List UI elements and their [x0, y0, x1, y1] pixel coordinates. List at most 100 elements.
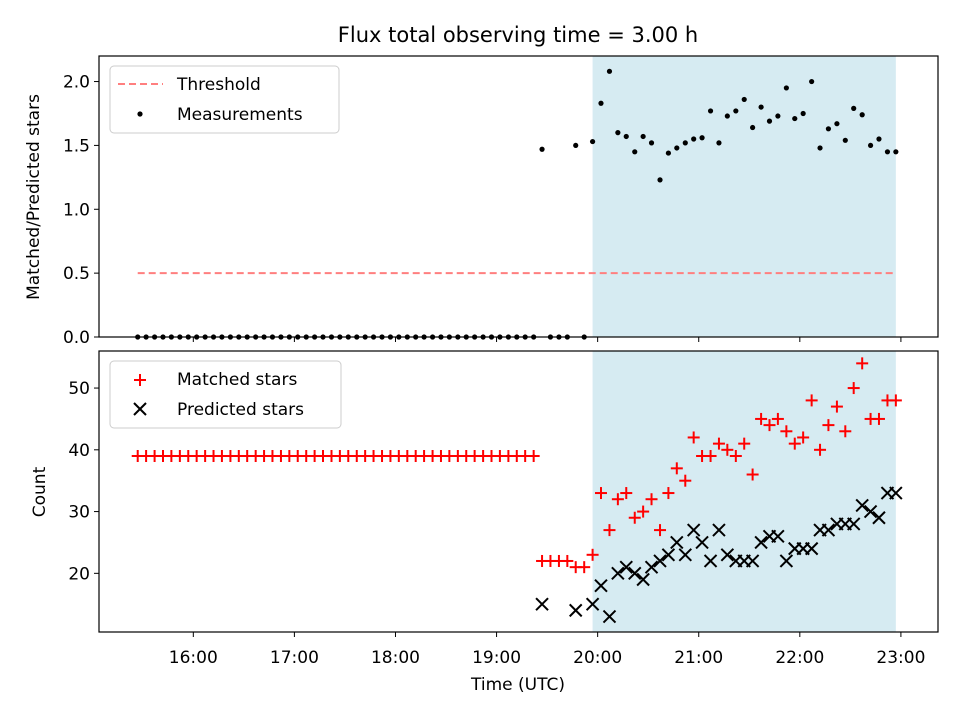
- measurement-point: [657, 177, 663, 183]
- matched-star-point: [780, 425, 793, 438]
- measurement-point: [665, 150, 672, 156]
- measurement-point: [539, 146, 545, 152]
- matched-star-point: [594, 487, 607, 500]
- matched-star-point: [679, 474, 692, 487]
- matched-star-point: [830, 400, 843, 413]
- predicted-star-point: [644, 560, 659, 574]
- matched-star-point: [797, 431, 810, 444]
- matched-star-point: [763, 419, 776, 432]
- predicted-star-point: [611, 566, 625, 581]
- matched-star-point: [561, 554, 574, 567]
- matched-star-point: [704, 449, 717, 462]
- measurement-point: [733, 108, 739, 114]
- top-y-axis-label: Matched/Predicted stars: [24, 94, 44, 300]
- measurement-point: [648, 140, 655, 146]
- x-tick-label: 23:00: [876, 648, 925, 668]
- measurement-point: [573, 142, 579, 149]
- top-ytick-label: 0.0: [63, 328, 90, 348]
- bottom-legend: Matched stars Predicted stars: [109, 360, 342, 429]
- measurement-point: [783, 85, 789, 91]
- predicted-star-point: [670, 535, 684, 550]
- predicted-star-point: [804, 541, 819, 556]
- top-ytick-label: 1.0: [63, 200, 90, 220]
- predicted-star-point: [678, 548, 692, 562]
- predicted-star-point: [535, 597, 549, 611]
- predicted-star-point: [585, 597, 600, 611]
- measurement-point: [615, 130, 621, 136]
- measurement-point: [716, 140, 722, 146]
- measurement-point: [758, 104, 764, 110]
- measurement-point: [632, 149, 638, 155]
- predicted-star-point: [703, 554, 718, 568]
- chart-title: Flux total observing time = 3.00 h: [338, 23, 698, 47]
- measurement-point: [674, 145, 680, 151]
- measurement-point: [842, 137, 848, 143]
- matched-star-point: [814, 443, 827, 456]
- measurement-point: [825, 126, 832, 132]
- measurement-point: [707, 108, 714, 114]
- matched-star-point: [805, 394, 818, 407]
- matched-star-point: [637, 505, 650, 518]
- predicted-star-point: [863, 504, 878, 519]
- x-tick-label: 21:00: [674, 648, 723, 668]
- matched-star-point: [755, 412, 768, 425]
- top-ytick-label: 0.5: [63, 264, 90, 284]
- measurement-point: [792, 115, 798, 122]
- legend-measurements-label: Measurements: [177, 105, 303, 125]
- measurement-point: [699, 135, 705, 141]
- top-panel: 0.00.51.01.52.0 Matched/Predicted stars …: [24, 55, 939, 348]
- predicted-star-point: [594, 578, 608, 593]
- matched-star-point: [746, 468, 759, 481]
- measurement-point: [691, 136, 697, 142]
- predicted-star-point: [745, 554, 760, 568]
- measurement-point: [640, 133, 646, 140]
- measurement-point: [598, 100, 604, 106]
- measurement-point: [884, 149, 891, 155]
- bot-ytick-label: 40: [68, 441, 90, 461]
- bot-ytick-label: 20: [68, 564, 90, 584]
- matched-star-point: [729, 449, 742, 462]
- predicted-star-point: [712, 523, 726, 537]
- legend-predicted-label: Predicted stars: [177, 400, 304, 420]
- predicted-star-point: [720, 548, 735, 562]
- matched-star-point: [611, 493, 624, 506]
- bot-ytick-label: 50: [68, 379, 90, 399]
- predicted-star-point: [754, 535, 768, 550]
- predicted-star-point: [846, 517, 861, 531]
- measurement-point: [859, 112, 865, 118]
- predicted-star-point: [872, 511, 886, 525]
- legend-measurements-marker: [137, 111, 143, 117]
- predicted-star-point: [779, 554, 794, 568]
- matched-star-point: [771, 412, 784, 425]
- measurement-point: [766, 118, 773, 124]
- predicted-star-point: [628, 566, 642, 581]
- matched-star-point: [654, 524, 667, 537]
- predicted-star-point: [619, 560, 633, 574]
- measurement-point: [775, 113, 781, 119]
- measurement-point: [682, 140, 688, 146]
- matched-star-point: [586, 548, 599, 561]
- x-tick-label: 16:00: [169, 648, 218, 668]
- predicted-star-point: [602, 609, 617, 624]
- top-frame: [98, 55, 939, 338]
- matched-star-point: [721, 443, 734, 456]
- top-ytick-label: 1.5: [63, 136, 90, 156]
- measurement-point: [893, 149, 899, 155]
- bottom-y-axis-label: Count: [30, 466, 50, 517]
- bottom-axes: 20 30 40 50 16:00 17:00 18:00 19:00 20:00 21:00 22…: [68, 379, 925, 668]
- predicted-star-point: [661, 548, 676, 562]
- predicted-star-point: [653, 554, 667, 568]
- measurement-point: [851, 105, 857, 111]
- matched-star-point: [788, 437, 801, 450]
- matched-star-point: [645, 493, 658, 506]
- x-tick-label: 17:00: [270, 648, 319, 668]
- legend-predicted-marker: [133, 402, 147, 416]
- measurement-point: [809, 78, 815, 85]
- matched-star-point: [847, 382, 860, 395]
- x-tick-label: 18:00: [371, 648, 420, 668]
- matched-star-point: [712, 437, 725, 450]
- matched-star-point: [628, 511, 641, 524]
- matched-star-point: [578, 561, 591, 574]
- bottom-frame: [98, 350, 939, 633]
